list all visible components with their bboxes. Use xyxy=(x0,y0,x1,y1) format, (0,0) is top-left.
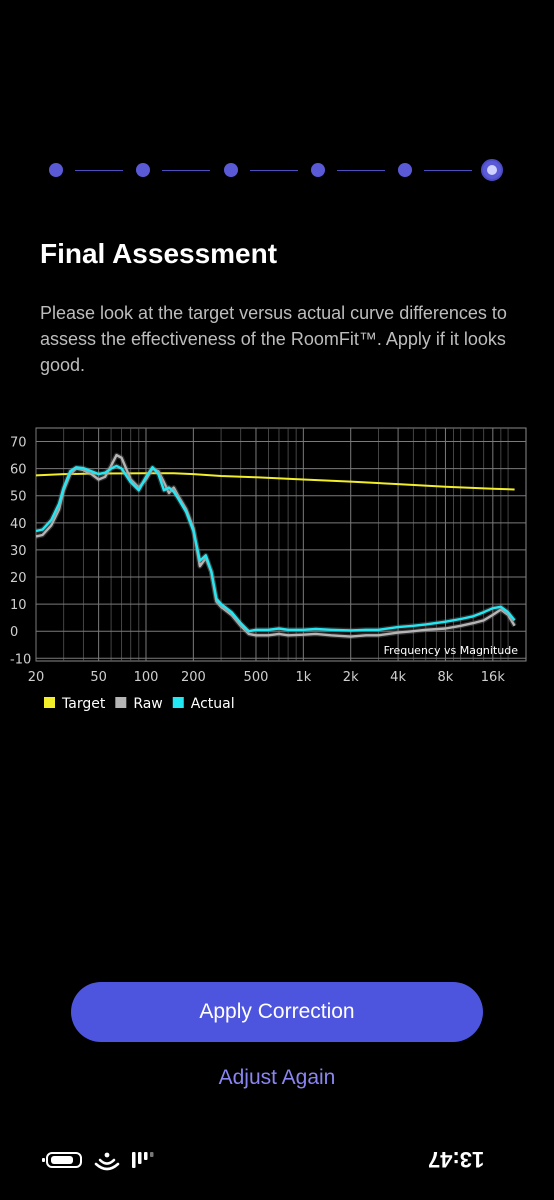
adjust-again-button[interactable]: Adjust Again xyxy=(218,1066,336,1089)
x-tick-label: 500 xyxy=(244,670,269,685)
status-bar: 13:47 xyxy=(0,1140,554,1180)
chart-annotation: Frequency vs Magnitude xyxy=(384,644,519,657)
step-dot-5 xyxy=(398,163,412,177)
frequency-response-chart: 20 50 100 200 500 1k 2k 4k 8k 16k -10 0 10 20 30 40 50 60… xyxy=(0,420,554,720)
x-tick-label: 8k xyxy=(438,670,454,685)
y-tick-label: 50 xyxy=(10,490,27,505)
x-tick-label: 50 xyxy=(90,670,107,685)
step-dot-4 xyxy=(311,163,325,177)
page-title: Final Assessment xyxy=(40,238,278,269)
step-connector xyxy=(337,170,385,171)
legend-swatch-raw xyxy=(115,697,127,708)
chart-grid xyxy=(35,427,527,662)
status-time: 13:47 xyxy=(427,1147,484,1172)
x-tick-label: 20 xyxy=(28,670,45,685)
y-tick-label: 0 xyxy=(10,625,18,640)
series-actual-halo xyxy=(35,463,517,634)
series-actual-line xyxy=(35,464,516,633)
step-dot-3 xyxy=(224,163,238,177)
chart-axes: 20 50 100 200 500 1k 2k 4k 8k 16k -10 0 10 20 30 40 50 60… xyxy=(10,436,505,685)
legend-swatch-actual xyxy=(172,697,184,708)
y-tick-label: 10 xyxy=(10,598,27,613)
series-raw-line xyxy=(35,453,516,638)
y-tick-label: 60 xyxy=(10,463,27,478)
x-tick-label: 4k xyxy=(390,670,406,685)
x-tick-label: 1k xyxy=(295,670,311,685)
x-tick-label: 200 xyxy=(181,670,206,685)
legend-swatch-target xyxy=(44,697,55,708)
y-tick-label: 40 xyxy=(10,517,27,532)
x-tick-label: 100 xyxy=(134,670,159,685)
step-connector xyxy=(75,170,123,171)
step-connector xyxy=(250,170,298,171)
series-raw-halo xyxy=(35,452,517,640)
legend-label-actual: Actual xyxy=(191,696,235,712)
chart-series xyxy=(35,452,517,640)
y-tick-label: 70 xyxy=(10,436,27,451)
x-tick-label: 2k xyxy=(343,670,359,685)
wifi-icon xyxy=(94,1152,120,1171)
y-tick-label: 20 xyxy=(10,571,27,586)
signal-icon xyxy=(132,1152,154,1168)
step-dot-1 xyxy=(49,163,63,177)
progress-stepper xyxy=(44,157,510,183)
y-tick-label: 30 xyxy=(10,544,27,559)
apply-correction-button[interactable]: Apply Correction xyxy=(71,982,483,1042)
step-connector xyxy=(424,170,472,171)
step-dot-2 xyxy=(136,163,150,177)
page-description: Please look at the target versus actual … xyxy=(40,303,507,375)
chart-legend: Target Raw Actual xyxy=(44,696,235,712)
legend-label-raw: Raw xyxy=(133,696,162,712)
battery-icon xyxy=(42,1152,82,1168)
y-tick-label: -10 xyxy=(10,652,31,667)
x-tick-label: 16k xyxy=(481,670,506,685)
legend-label-target: Target xyxy=(61,696,106,712)
step-dot-6-active xyxy=(481,159,503,181)
step-connector xyxy=(162,170,210,171)
